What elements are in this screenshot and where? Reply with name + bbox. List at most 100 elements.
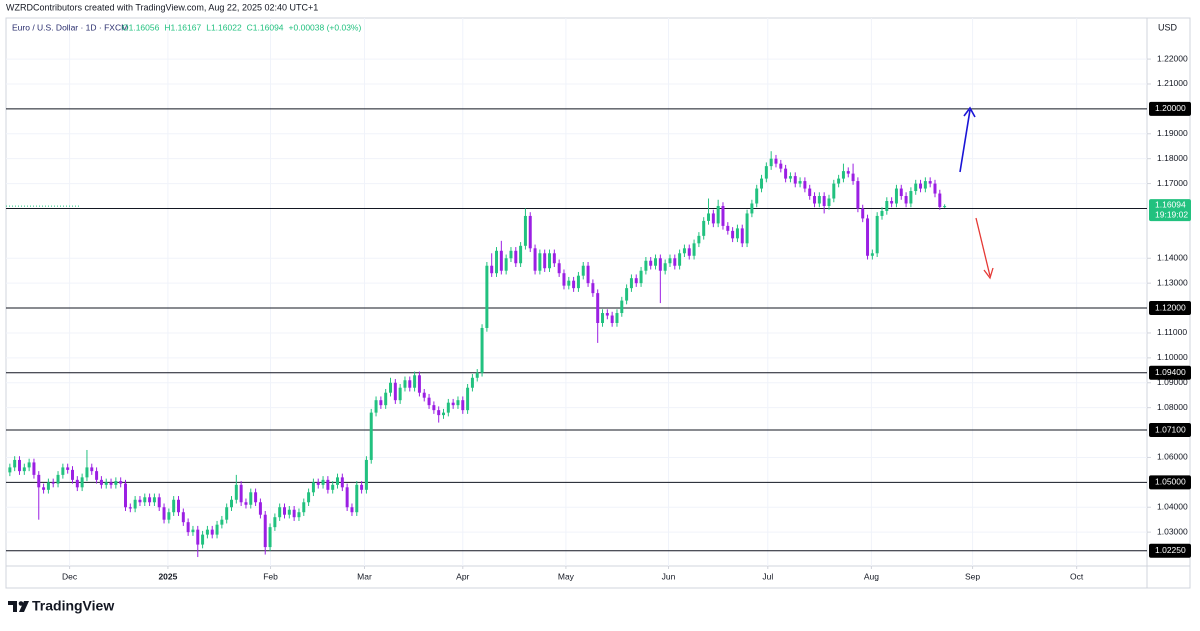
candle-body — [46, 482, 50, 490]
candle-body — [196, 529, 200, 545]
candle-body — [938, 193, 942, 207]
y-tick-label: 1.06000 — [1157, 452, 1188, 462]
candle-body — [162, 507, 166, 520]
y-tick-label: 1.22000 — [1157, 53, 1188, 63]
candle-body — [687, 248, 691, 256]
candle-body — [124, 483, 127, 508]
candle-body — [629, 278, 633, 289]
candle-body — [345, 487, 349, 508]
candle-body — [287, 509, 291, 515]
candle-body — [870, 253, 874, 256]
attribution: WZRDContributors created with TradingVie… — [6, 2, 318, 12]
candle-body — [639, 270, 643, 284]
candle-body — [128, 507, 132, 509]
candle-body — [552, 253, 556, 264]
ohlc-value: C1.16094 — [247, 22, 284, 32]
x-tick-label: Mar — [357, 571, 372, 581]
candle-body — [562, 273, 566, 286]
down-arrow — [975, 217, 991, 277]
candle-body — [244, 502, 248, 505]
candle-body — [610, 315, 614, 323]
candle-body — [779, 163, 783, 169]
level-label: 1.02250 — [1155, 545, 1186, 555]
candle-body — [230, 499, 233, 508]
candle-body — [37, 474, 41, 488]
candle-body — [678, 253, 682, 266]
ohlc-values: O1.16056 H1.16167 L1.16022 C1.16094 +0.00038… — [122, 22, 361, 32]
candle-body — [784, 168, 788, 179]
candle-body — [249, 492, 253, 505]
y-tick-label: 1.18000 — [1157, 153, 1188, 163]
candle-body — [909, 191, 913, 204]
candle-body — [596, 293, 600, 323]
candle-body — [808, 188, 812, 197]
x-tick-label: Oct — [1070, 571, 1084, 581]
candle-body — [634, 278, 638, 284]
candle-body — [220, 519, 224, 525]
candle-body — [167, 512, 171, 520]
candle-body — [851, 173, 855, 182]
candle-body — [355, 484, 359, 513]
candle-body — [186, 522, 190, 533]
countdown: 19:19:02 — [1155, 209, 1188, 219]
candle-body — [456, 400, 460, 406]
candle-body — [933, 183, 937, 194]
candle-body — [133, 499, 137, 509]
candle-body — [861, 208, 865, 219]
candle-body — [442, 412, 446, 416]
candle-body — [475, 372, 479, 378]
candle-body — [731, 230, 735, 239]
candle-body — [798, 181, 802, 184]
candle-body — [649, 260, 653, 266]
candle-body — [885, 200, 889, 211]
logo-part — [19, 601, 29, 612]
candle-body — [417, 375, 421, 393]
candle-body — [827, 198, 831, 206]
x-tick-label: Jun — [662, 571, 676, 581]
candle-body — [234, 484, 238, 500]
candle-body — [263, 514, 267, 548]
candle-body — [745, 213, 749, 244]
candle-body — [311, 482, 315, 493]
y-tick-label: 1.11000 — [1157, 327, 1187, 337]
x-tick-label: Aug — [864, 571, 879, 581]
candle-body — [177, 499, 180, 513]
candle-body — [668, 258, 672, 264]
level-tag — [1149, 365, 1191, 380]
candle-body — [813, 196, 817, 204]
y-tick-label: 1.13000 — [1157, 277, 1188, 287]
candle-body — [422, 392, 426, 398]
down-arrow-head — [983, 267, 994, 280]
candle-body — [654, 258, 658, 266]
candle-body — [143, 497, 147, 503]
candle-body — [750, 203, 754, 214]
candle-body — [866, 218, 870, 256]
candle-body — [764, 166, 768, 179]
y-tick-label: 1.03000 — [1157, 526, 1188, 536]
candle-body — [485, 265, 489, 328]
candle-body — [336, 477, 340, 485]
candle-body — [254, 492, 258, 503]
candle-body — [682, 248, 686, 254]
last-price-label: 1.16094 — [1155, 199, 1186, 209]
candle-body — [172, 499, 176, 513]
candle-body — [398, 387, 402, 401]
candle-body — [914, 183, 918, 192]
candle-body — [803, 181, 807, 189]
candle-body — [215, 524, 219, 535]
candle-body — [523, 215, 527, 246]
candle-body — [788, 176, 792, 179]
symbol: Euro / U.S. Dollar · 1D · FXCM — [12, 22, 128, 32]
candle-body — [846, 171, 850, 174]
x-tick-label: Jul — [762, 571, 773, 581]
ohlc-value: H1.16167 — [164, 22, 201, 32]
candle-body — [817, 196, 821, 204]
y-tick-label: 1.19000 — [1157, 128, 1188, 138]
y-tick-label: 1.10000 — [1157, 352, 1188, 362]
candle-body — [283, 507, 286, 515]
candle-body — [461, 400, 465, 411]
y-tick-label: 1.17000 — [1157, 178, 1188, 188]
y-tick-label: 1.21000 — [1157, 78, 1188, 88]
level-tag — [1149, 101, 1191, 116]
candle-body — [519, 245, 523, 264]
